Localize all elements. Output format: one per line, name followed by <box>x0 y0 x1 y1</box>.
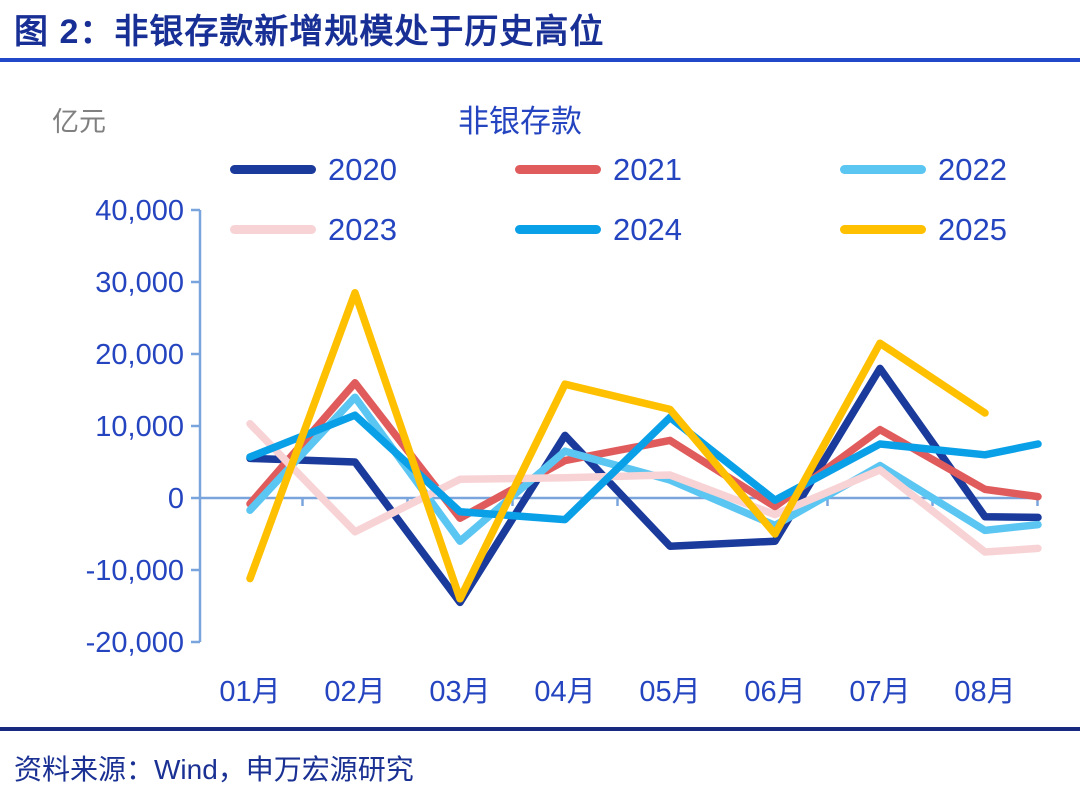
legend-label: 2021 <box>613 151 682 187</box>
x-tick-label: 07月 <box>849 676 910 708</box>
legend-swatch-2024 <box>515 224 601 234</box>
y-axis-unit-label: 亿元 <box>52 107 106 137</box>
y-tick-label: -20,000 <box>86 627 184 659</box>
legend-swatch-2020 <box>230 164 316 174</box>
y-tick-label: 30,000 <box>95 267 184 299</box>
bottom-divider <box>0 727 1080 731</box>
x-tick-label: 01月 <box>219 676 280 708</box>
legend-swatch-2022 <box>840 164 926 174</box>
y-tick-label: -10,000 <box>86 555 184 587</box>
title-divider <box>0 58 1080 62</box>
y-tick-label: 10,000 <box>95 411 184 443</box>
legend-item-2020: 2020 <box>230 146 515 192</box>
x-tick-label: 03月 <box>429 676 490 708</box>
figure-title: 图 2：非银存款新增规模处于历史高位 <box>14 13 605 51</box>
legend-label: 2025 <box>938 211 1007 247</box>
legend-label: 2020 <box>328 151 397 187</box>
legend-item-2025: 2025 <box>840 206 1030 252</box>
legend-swatch-2025 <box>840 224 926 234</box>
legend-swatch-2021 <box>515 164 601 174</box>
series-line-2025 <box>246 289 989 603</box>
series-line-2021 <box>246 379 1042 522</box>
x-tick-label: 04月 <box>534 676 595 708</box>
legend-item-2022: 2022 <box>840 146 1030 192</box>
legend-item-2021: 2021 <box>515 146 840 192</box>
legend-item-2023: 2023 <box>230 206 515 252</box>
legend-label: 2022 <box>938 151 1007 187</box>
legend-item-2024: 2024 <box>515 206 840 252</box>
series-line-2024 <box>246 411 1042 524</box>
y-tick-label: 0 <box>168 483 184 515</box>
x-tick-label: 05月 <box>639 676 700 708</box>
chart-legend: 2020 2021 2022 2023 2024 2025 <box>230 146 1030 252</box>
y-tick-label: 20,000 <box>95 339 184 371</box>
source-note: 资料来源：Wind，申万宏源研究 <box>14 754 414 785</box>
legend-swatch-2023 <box>230 224 316 234</box>
x-tick-label: 02月 <box>324 676 385 708</box>
legend-label: 2024 <box>613 211 682 247</box>
legend-label: 2023 <box>328 211 397 247</box>
y-tick-label: 40,000 <box>95 195 184 227</box>
x-tick-label: 06月 <box>744 676 805 708</box>
series-line-2023 <box>246 420 1042 556</box>
x-tick-label: 08月 <box>954 676 1015 708</box>
chart-title: 非银存款 <box>458 104 582 139</box>
